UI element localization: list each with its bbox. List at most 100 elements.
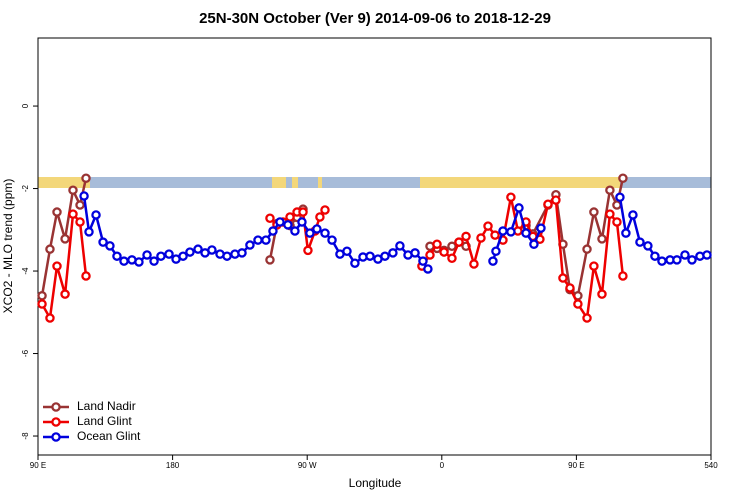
data-point [327,235,337,245]
y-axis-label: XCO2 - MLO trend (ppm) [1,179,15,314]
data-point [52,207,62,217]
data-point [380,251,390,261]
data-point [410,248,420,258]
data-point [222,251,232,261]
data-point [68,209,78,219]
data-point [164,249,174,259]
land-band [420,177,620,188]
data-point [119,256,129,266]
data-point [91,210,101,220]
x-tick-label: 90 E [568,461,584,470]
data-point [312,224,322,234]
x-tick-label: 180 [166,461,180,470]
data-point [303,245,313,256]
data-point [350,258,360,268]
data-point [543,199,553,209]
plot-frame [37,37,712,456]
data-point [149,256,159,266]
legend-marker [51,402,61,412]
data-point [142,250,152,260]
data-point [582,313,592,323]
y-tick-label: -6 [21,349,30,357]
data-point [268,226,278,236]
series [79,191,712,274]
y-tick-label: -4 [21,267,30,275]
data-point [447,253,457,264]
data-point [551,195,561,205]
data-point [483,221,493,231]
data-point [75,217,85,227]
data-point [112,251,122,261]
x-axis-label: Longitude [349,476,402,490]
data-point [628,210,638,220]
data-point [597,289,607,299]
data-point [621,228,631,238]
data-point [605,185,615,195]
data-point [423,264,433,274]
data-point [469,259,479,269]
land-band [318,177,322,188]
y-tick-label: -2 [21,184,30,192]
data-point [285,212,295,222]
data-point [193,244,203,254]
data-point [320,205,330,215]
data-point [635,237,645,247]
data-point [275,217,285,227]
data-point [680,250,690,260]
data-point [45,244,55,254]
data-point [536,223,546,233]
data-point [439,247,449,257]
x-tick-label: 90 E [30,461,46,470]
data-point [618,271,628,281]
x-tick-label: 90 W [298,461,317,470]
land-band [38,177,90,188]
data-point [84,227,94,237]
data-point [237,248,247,258]
data-point [297,217,307,227]
data-point [498,226,508,236]
data-point [521,228,531,238]
data-point [687,255,697,265]
data-point [565,283,575,293]
data-point [615,192,625,202]
data-point [81,271,91,281]
x-tick-label: 0 [440,461,445,470]
data-point [290,226,300,236]
data-point [597,234,607,244]
data-point [514,203,524,213]
legend-marker [51,432,61,442]
data-point [253,235,263,245]
land-band [272,177,286,188]
data-point [265,255,275,265]
data-point [37,291,47,301]
data-point [476,233,486,243]
data-point [612,217,622,227]
data-point [395,241,405,251]
legend-label: Land Glint [77,414,132,428]
data-point [283,220,293,230]
data-point [573,299,583,309]
data-point [245,240,255,250]
data-point [432,239,442,249]
data-point [643,241,653,251]
data-point [265,213,275,223]
data-point [490,230,500,240]
data-point [342,246,352,256]
data-point [45,313,55,323]
x-tick-label: 540 [704,461,718,470]
data-point [52,261,62,271]
data-point [454,237,464,247]
data-point [618,173,628,183]
data-point [261,235,271,245]
data-point [298,207,308,217]
land-band [292,177,298,188]
data-point [315,212,325,222]
data-point [418,256,428,266]
data-point [488,256,498,266]
data-point [134,257,144,267]
data-point [388,248,398,258]
ocean-band [38,177,711,188]
data-point [185,247,195,257]
